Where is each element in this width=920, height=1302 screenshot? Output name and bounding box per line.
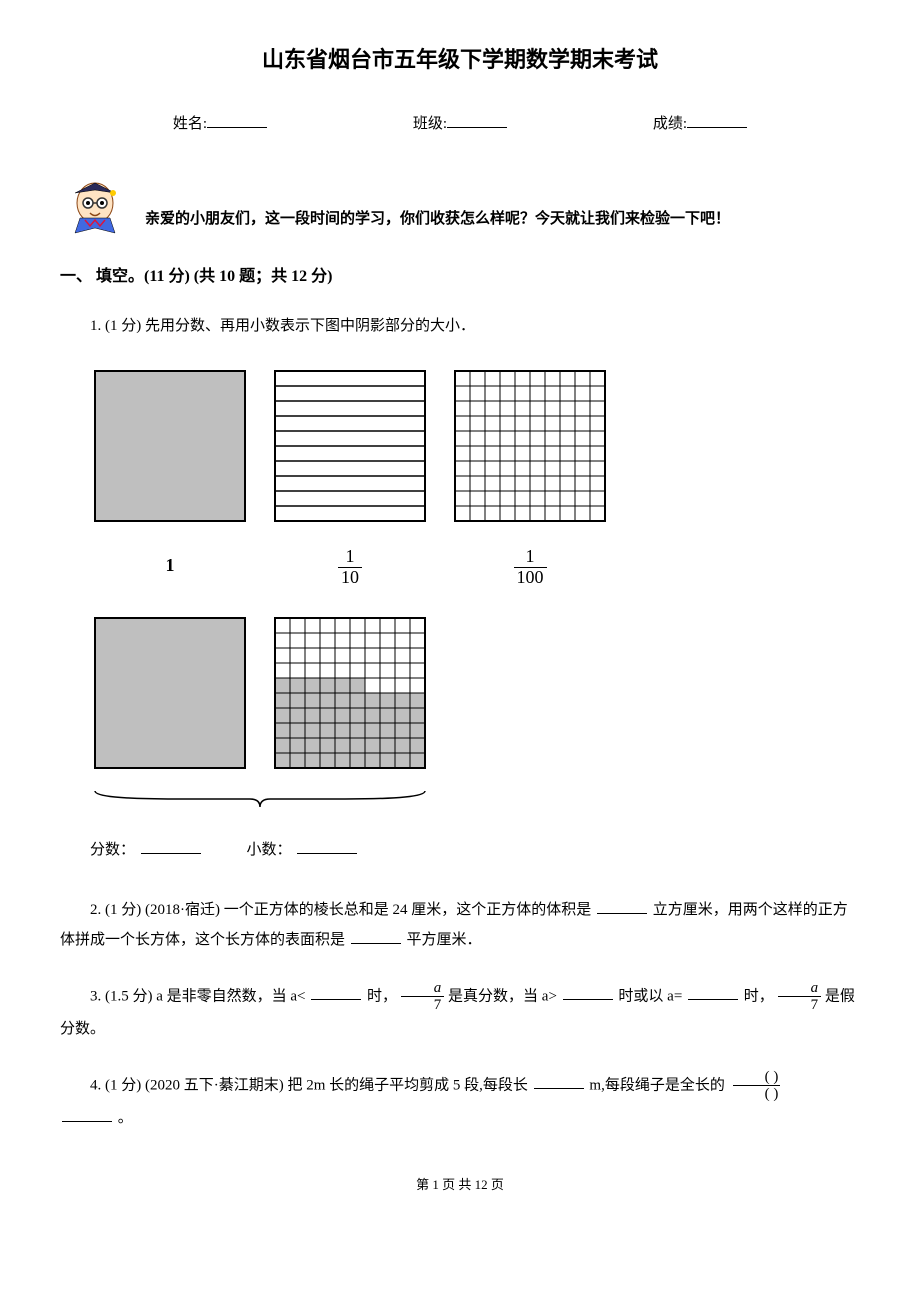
question-3: 3. (1.5 分) a 是非零自然数，当 a< 时， a 7 是真分数，当 a… bbox=[60, 980, 860, 1044]
q1-answer-line: 分数： 小数： bbox=[90, 835, 860, 865]
q3-blank-2[interactable] bbox=[563, 984, 613, 1000]
q1-decimal-blank[interactable] bbox=[297, 838, 357, 854]
q4-blank-1[interactable] bbox=[534, 1073, 584, 1089]
q4-p3: 。 bbox=[118, 1110, 133, 1126]
q1-fig-3 bbox=[450, 366, 610, 537]
q1-label-row: 1 1 10 1 100 bbox=[90, 547, 860, 588]
mascot-icon bbox=[60, 168, 130, 238]
class-field: 班级: bbox=[413, 110, 507, 138]
q2-blank-1[interactable] bbox=[597, 898, 647, 914]
class-label: 班级: bbox=[413, 111, 447, 138]
q1-figure-row-1 bbox=[90, 366, 860, 537]
q1-label-3: 1 100 bbox=[450, 547, 610, 588]
q1-fig-4 bbox=[90, 613, 250, 784]
q3-p3: 是真分数，当 a> bbox=[448, 988, 557, 1004]
question-1: 1. (1 分) 先用分数、再用小数表示下图中阴影部分的大小． bbox=[60, 311, 860, 865]
q1-fig-2 bbox=[270, 366, 430, 537]
q1-brace bbox=[90, 789, 860, 820]
greeting-row: 亲爱的小朋友们，这一段时间的学习，你们收获怎么样呢？今天就让我们来检验一下吧！ bbox=[60, 168, 860, 238]
q1-figure-row-2 bbox=[90, 613, 860, 784]
q2-blank-2[interactable] bbox=[351, 928, 401, 944]
q1-label-2: 1 10 bbox=[270, 547, 430, 588]
greeting-text: 亲爱的小朋友们，这一段时间的学习，你们收获怎么样呢？今天就让我们来检验一下吧！ bbox=[145, 206, 730, 238]
q3-p2: 时， bbox=[367, 988, 397, 1004]
q2-p3: 平方厘米． bbox=[407, 932, 482, 948]
name-blank[interactable] bbox=[207, 110, 267, 128]
q4-p1: 4. (1 分) (2020 五下·綦江期末) 把 2m 长的绳子平均剪成 5 … bbox=[90, 1077, 528, 1093]
q3-blank-1[interactable] bbox=[311, 984, 361, 1000]
page-title: 山东省烟台市五年级下学期数学期末考试 bbox=[60, 40, 860, 80]
q3-p5: 时， bbox=[744, 988, 774, 1004]
name-label: 姓名: bbox=[173, 111, 207, 138]
question-2: 2. (1 分) (2018·宿迁) 一个正方体的棱长总和是 24 厘米，这个正… bbox=[60, 895, 860, 955]
name-field: 姓名: bbox=[173, 110, 267, 138]
q4-blank-2[interactable] bbox=[62, 1106, 112, 1122]
page-footer: 第 1 页 共 12 页 bbox=[60, 1173, 860, 1196]
q1-text: 1. (1 分) 先用分数、再用小数表示下图中阴影部分的大小． bbox=[60, 311, 860, 341]
header-fields: 姓名: 班级: 成绩: bbox=[60, 110, 860, 138]
q3-blank-3[interactable] bbox=[688, 984, 738, 1000]
q2-p1: 2. (1 分) (2018·宿迁) 一个正方体的棱长总和是 24 厘米，这个正… bbox=[90, 902, 591, 918]
q1-label-1: 1 bbox=[90, 547, 250, 588]
q1-fig-5 bbox=[270, 613, 430, 784]
class-blank[interactable] bbox=[447, 110, 507, 128]
q3-frac-1: a 7 bbox=[401, 980, 445, 1014]
section-1-title: 一、 填空。(11 分) (共 10 题；共 12 分) bbox=[60, 263, 860, 292]
q1-fraction-blank[interactable] bbox=[141, 838, 201, 854]
q1-decimal-label: 小数： bbox=[247, 842, 292, 858]
q3-p1: 3. (1.5 分) a 是非零自然数，当 a< bbox=[90, 988, 306, 1004]
q1-fig-1 bbox=[90, 366, 250, 537]
q3-p4: 时或以 a= bbox=[618, 988, 682, 1004]
q1-fraction-label: 分数： bbox=[90, 842, 135, 858]
score-field: 成绩: bbox=[653, 110, 747, 138]
score-label: 成绩: bbox=[653, 111, 687, 138]
question-4: 4. (1 分) (2020 五下·綦江期末) 把 2m 长的绳子平均剪成 5 … bbox=[60, 1069, 860, 1133]
q4-p2: m,每段绳子是全长的 bbox=[589, 1077, 724, 1093]
score-blank[interactable] bbox=[687, 110, 747, 128]
q3-frac-2: a 7 bbox=[778, 980, 822, 1014]
q4-frac-paren: ( ) ( ) bbox=[733, 1069, 781, 1103]
